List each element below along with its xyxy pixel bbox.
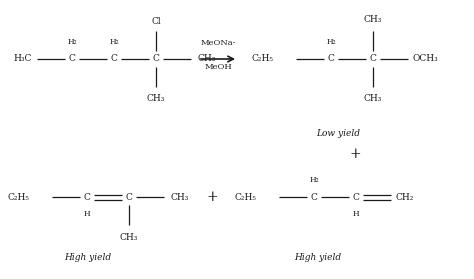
Text: +: + <box>349 147 361 161</box>
Text: H₂: H₂ <box>109 38 119 46</box>
Text: C: C <box>69 54 75 64</box>
Text: C: C <box>310 193 318 201</box>
Text: CH₂: CH₂ <box>396 193 414 201</box>
Text: C: C <box>126 193 132 201</box>
Text: H: H <box>84 210 91 218</box>
Text: CH₃: CH₃ <box>364 15 382 23</box>
Text: Low yield: Low yield <box>316 129 360 138</box>
Text: OCH₃: OCH₃ <box>413 54 439 64</box>
Text: MeONa-: MeONa- <box>200 39 236 47</box>
Text: CH₃: CH₃ <box>364 95 382 104</box>
Text: C: C <box>153 54 159 64</box>
Text: H₃C: H₃C <box>13 54 31 64</box>
Text: C: C <box>328 54 335 64</box>
Text: C₂H₅: C₂H₅ <box>235 193 257 201</box>
Text: H₂: H₂ <box>326 38 336 46</box>
Text: CH₃: CH₃ <box>170 193 188 201</box>
Text: High yield: High yield <box>64 252 111 261</box>
Text: H: H <box>353 210 359 218</box>
Text: CH₃: CH₃ <box>147 95 165 104</box>
Text: C: C <box>83 193 91 201</box>
Text: CH₃: CH₃ <box>120 232 138 242</box>
Text: H₂: H₂ <box>309 176 319 184</box>
Text: H₂: H₂ <box>67 38 77 46</box>
Text: C: C <box>370 54 376 64</box>
Text: High yield: High yield <box>294 252 342 261</box>
Text: C: C <box>110 54 118 64</box>
Text: +: + <box>206 190 218 204</box>
Text: Cl: Cl <box>151 16 161 25</box>
Text: C₂H₅: C₂H₅ <box>8 193 30 201</box>
Text: MeOH: MeOH <box>204 63 232 71</box>
Text: CH₃: CH₃ <box>197 54 215 64</box>
Text: C: C <box>353 193 359 201</box>
Text: C₂H₅: C₂H₅ <box>252 54 274 64</box>
